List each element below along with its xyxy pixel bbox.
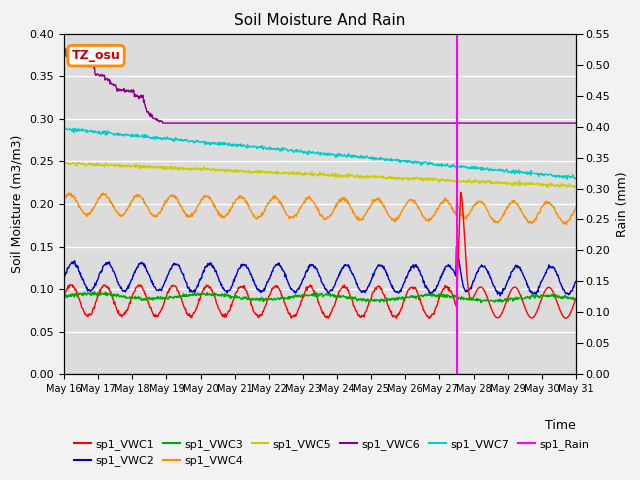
Y-axis label: Rain (mm): Rain (mm) (616, 171, 629, 237)
Y-axis label: Soil Moisture (m3/m3): Soil Moisture (m3/m3) (11, 135, 24, 273)
Legend: sp1_VWC1, sp1_VWC2, sp1_VWC3, sp1_VWC4, sp1_VWC5, sp1_VWC6, sp1_VWC7, sp1_Rain: sp1_VWC1, sp1_VWC2, sp1_VWC3, sp1_VWC4, … (70, 434, 594, 471)
Title: Soil Moisture And Rain: Soil Moisture And Rain (234, 13, 406, 28)
X-axis label: Time: Time (545, 419, 576, 432)
Text: TZ_osu: TZ_osu (72, 49, 120, 62)
